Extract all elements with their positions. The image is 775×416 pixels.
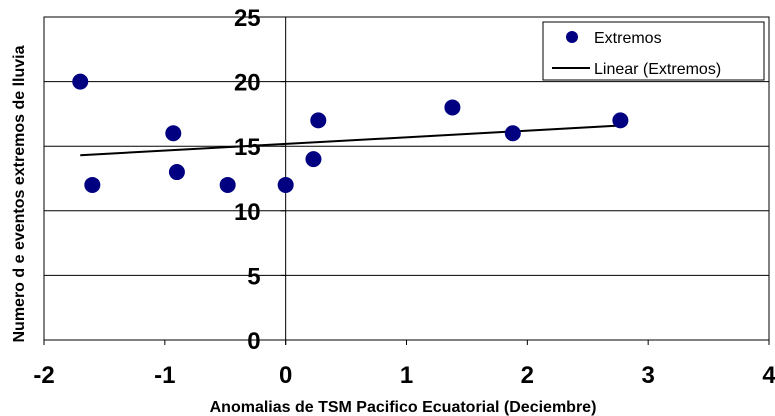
data-point-3 bbox=[168, 164, 185, 181]
tick-labels: 0 5 10 15 20 25 -2 -1 0 1 2 3 4 bbox=[33, 5, 775, 389]
x-tick-label: 3 bbox=[641, 362, 654, 389]
trendline bbox=[80, 124, 621, 157]
x-tick-label: 4 bbox=[762, 362, 775, 389]
y-axis-title: Numero d e eventos extremos de lluvia bbox=[11, 45, 28, 342]
y-tick-label: 10 bbox=[234, 199, 261, 226]
x-tick-label: 2 bbox=[521, 362, 534, 389]
y-tick-label: 5 bbox=[247, 263, 260, 290]
legend: Extremos Linear (Extremos) bbox=[542, 21, 765, 81]
data-point-7 bbox=[310, 112, 327, 129]
data-point-6 bbox=[305, 151, 322, 168]
x-tick-label: -1 bbox=[154, 362, 175, 389]
x-tick-label: 0 bbox=[279, 362, 292, 389]
x-tick-label: -2 bbox=[33, 362, 54, 389]
data-point-8 bbox=[444, 99, 461, 116]
legend-label-extremos: Extremos bbox=[594, 30, 662, 47]
data-point-10 bbox=[612, 112, 629, 129]
trendline-group bbox=[80, 124, 621, 157]
x-tick-label: 1 bbox=[400, 362, 413, 389]
legend-label-trendline: Linear (Extremos) bbox=[594, 61, 721, 78]
y-tick-label: 25 bbox=[234, 5, 261, 32]
data-point-0 bbox=[72, 73, 89, 90]
data-points bbox=[72, 73, 629, 193]
data-point-4 bbox=[219, 176, 236, 193]
data-point-9 bbox=[504, 125, 521, 142]
y-tick-label: 15 bbox=[234, 134, 261, 161]
data-point-5 bbox=[277, 176, 294, 193]
data-point-1 bbox=[84, 176, 101, 193]
legend-box bbox=[542, 21, 765, 81]
data-point-2 bbox=[165, 125, 182, 142]
y-tick-label: 0 bbox=[247, 328, 260, 355]
legend-marker-extremos bbox=[566, 31, 578, 43]
x-axis-title: Anomalias de TSM Pacifico Ecuatorial (De… bbox=[210, 399, 597, 416]
y-tick-label: 20 bbox=[234, 70, 261, 97]
